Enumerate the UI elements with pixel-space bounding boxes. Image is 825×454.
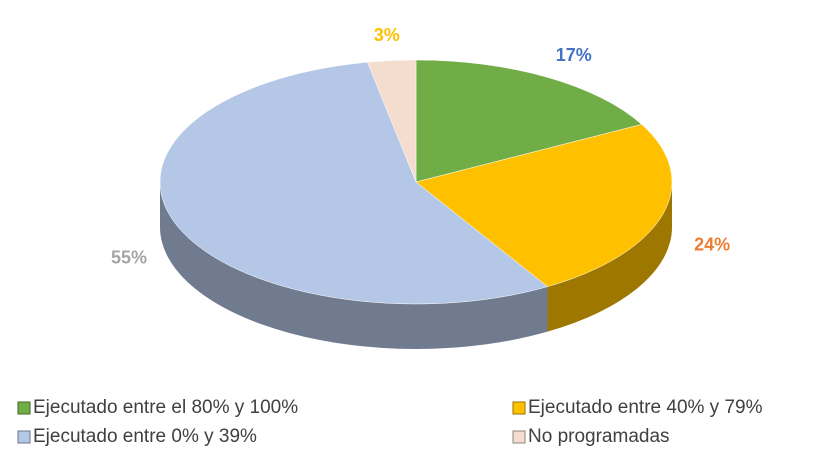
slice: [415, 59, 643, 183]
legend-label: Ejecutado entre el 80% y 100%: [33, 397, 298, 418]
slice-side: [547, 182, 672, 332]
value-label: 55%: [111, 248, 147, 268]
value-label: 24%: [694, 235, 730, 255]
slice: [367, 59, 417, 183]
legend-label: Ejecutado entre 0% y 39%: [33, 426, 257, 447]
value-label: 17%: [556, 45, 592, 65]
legend-marker: [17, 401, 31, 415]
legend-label: Ejecutado entre 40% y 79%: [528, 397, 763, 418]
legend-marker: [512, 430, 526, 444]
legend-marker: [17, 430, 31, 444]
value-label: 3%: [374, 25, 400, 45]
slice: [415, 124, 673, 287]
legend-label: No programadas: [528, 426, 670, 447]
legend-marker: [512, 401, 526, 415]
slice-side: [160, 182, 548, 349]
slice: [159, 61, 549, 305]
